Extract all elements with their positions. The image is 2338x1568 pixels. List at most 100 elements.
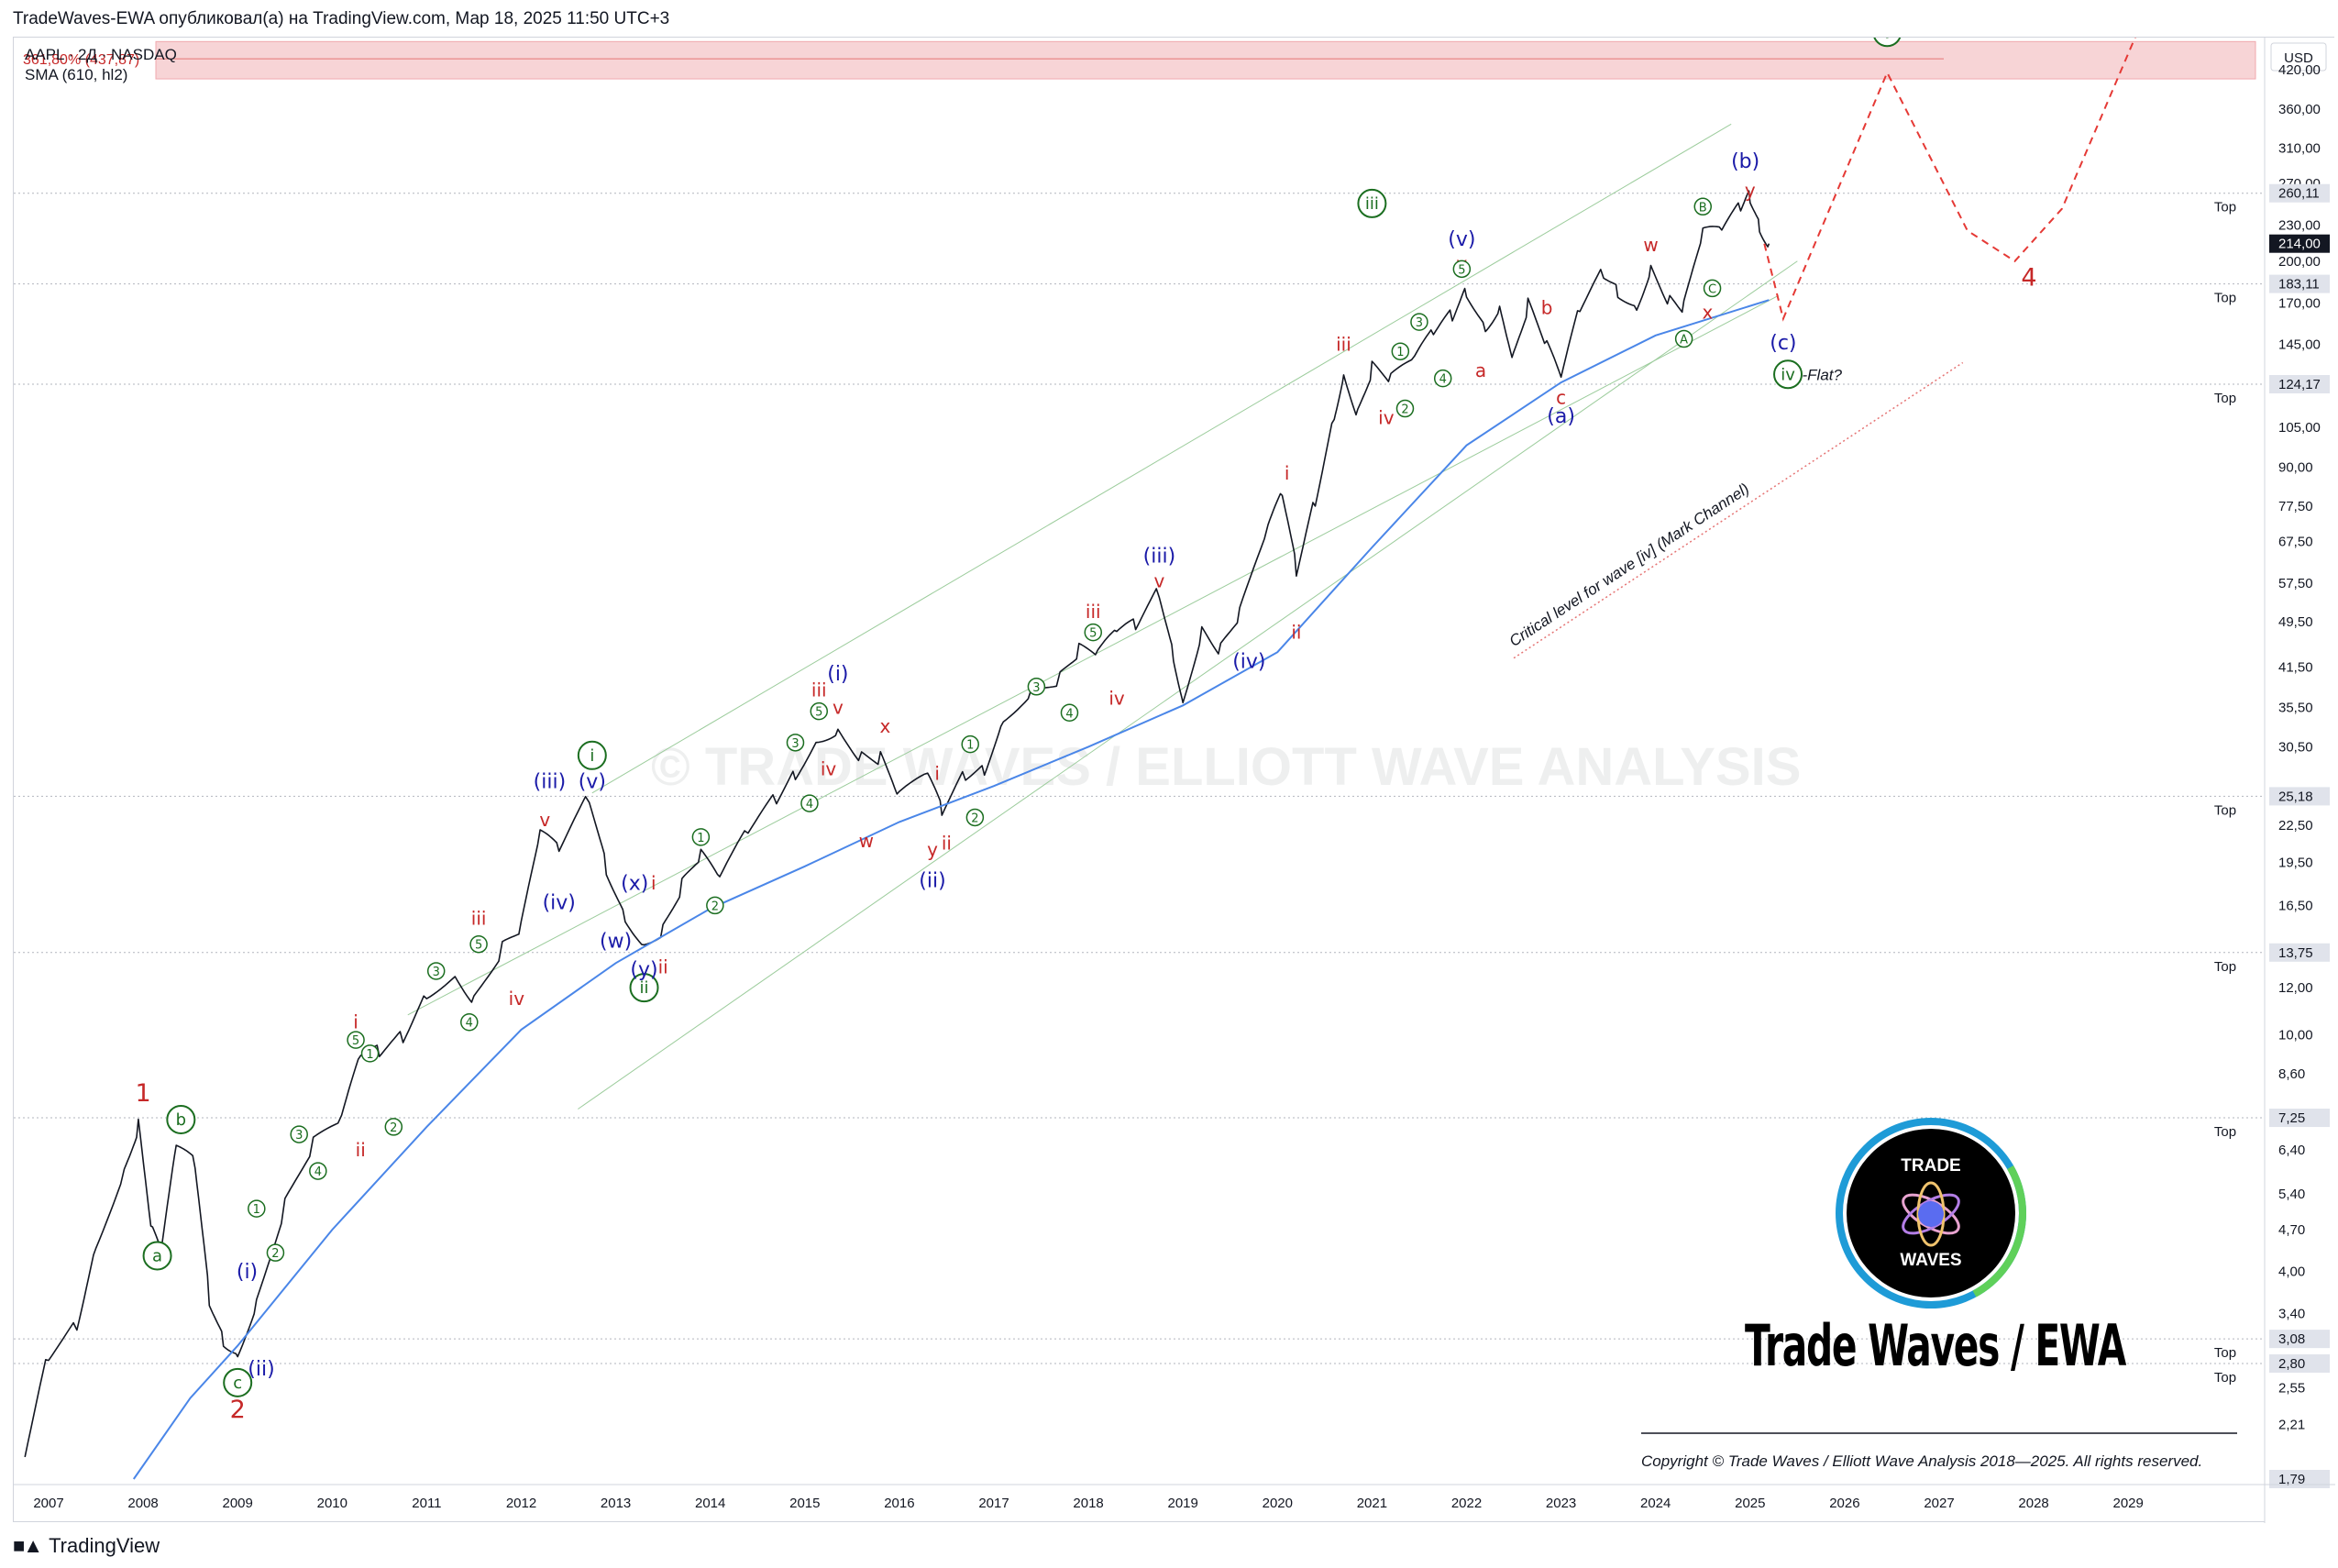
y-tick-label: 310,00	[2278, 140, 2321, 156]
wave-label: ii	[942, 833, 952, 855]
x-tick-label: 2007	[33, 1496, 63, 1511]
y-tick-label: 67,50	[2278, 535, 2313, 550]
price-tag	[2269, 1330, 2330, 1349]
channel-note: Critical level for wave [iv] (Mark Chann…	[1506, 480, 1753, 650]
wave-dot	[1027, 678, 1046, 696]
currency-label: USD	[2284, 50, 2313, 66]
y-tick-label: 57,50	[2278, 576, 2313, 591]
wave-dot	[1410, 313, 1428, 331]
currency-box[interactable]	[2270, 42, 2327, 72]
y-tick-label: 2,55	[2278, 1380, 2305, 1396]
y-tick-label: 19,50	[2278, 855, 2313, 870]
wave-label: 3	[295, 1129, 303, 1143]
wave-circle	[629, 973, 659, 1003]
wave-label: x	[880, 715, 891, 737]
price-tag	[2269, 1109, 2330, 1128]
y-tick-label: 360,00	[2278, 102, 2321, 117]
price-tag	[2269, 1353, 2330, 1373]
flat-note: -Flat?	[1803, 366, 1843, 383]
y-tick-label: 200,00	[2278, 254, 2321, 270]
wave-dot	[469, 934, 488, 954]
wave-label: 2	[1401, 403, 1408, 417]
top-level-label: Top	[2214, 1124, 2236, 1140]
wave-label: (b)	[1731, 150, 1759, 173]
price-tag-label: 124,17	[2278, 377, 2321, 392]
x-axis-ticks: 2007 2008 2009 2010 2011 2012 2013 2014 2015 2016…	[33, 1496, 2144, 1511]
wave-labels: 1234abc(i)(ii)iiiiiiivv(iii)(v)(iv)(x)(w…	[136, 38, 2037, 1424]
wave-label: (x)	[621, 873, 648, 896]
price-tag-label: 260,11	[2278, 186, 2320, 202]
x-tick-label: 2010	[317, 1496, 347, 1511]
wave-label: i	[353, 1011, 358, 1033]
symbol-legend: AAPL · 2Д · NASDAQ	[25, 46, 177, 63]
x-tick-label: 2016	[884, 1496, 914, 1511]
wave-dot	[691, 828, 711, 846]
wave-label: a	[152, 1246, 162, 1265]
wave-label: iv	[1781, 365, 1795, 384]
wave-label: b	[176, 1110, 186, 1130]
tradingview-logo-icon: ■▲	[13, 1534, 43, 1557]
wave-label: iv	[509, 988, 525, 1010]
price-tag-label: 7,25	[2278, 1110, 2305, 1126]
chart-frame[interactable]: 361,80% (437,87) AAPL · 2Д · NASDAQ SMA …	[13, 37, 2335, 1523]
y-tick-label: 90,00	[2278, 460, 2313, 476]
wave-label: w	[859, 830, 874, 852]
x-tick-label: 2017	[978, 1496, 1009, 1511]
wave-label: i	[651, 872, 656, 894]
wave-label: (iii)	[1143, 545, 1176, 568]
x-tick-label: 2022	[1451, 1496, 1482, 1511]
wave-label: 1	[1396, 346, 1404, 359]
trade-waves-logo: TRADE WAVES	[1836, 1118, 2026, 1309]
wave-label: 5	[352, 1034, 359, 1048]
x-tick-label: 2021	[1357, 1496, 1387, 1511]
wave-dot	[1452, 259, 1472, 279]
wave-label: i	[1285, 462, 1290, 484]
y-tick-label: 230,00	[2278, 217, 2321, 233]
wave-dot	[810, 701, 829, 721]
wave-label: iv	[1108, 688, 1125, 710]
wave-dot	[384, 1118, 403, 1136]
wave-label: v	[1882, 38, 1892, 42]
wave-label: x	[1702, 302, 1713, 324]
wave-label: 1	[136, 1079, 151, 1108]
y-tick-label: 30,50	[2278, 739, 2313, 755]
wave-label: 3	[433, 966, 440, 979]
wave-circle	[166, 1104, 196, 1134]
y-tick-label: 10,00	[2278, 1027, 2313, 1043]
wave-label: a	[1475, 359, 1486, 381]
wave-dot	[800, 794, 819, 812]
y-tick-label: 8,60	[2278, 1066, 2305, 1082]
wave-label: 2	[711, 900, 719, 913]
top-level-label: Top	[2214, 1345, 2236, 1361]
copyright-text: Copyright © Trade Waves / Elliott Wave A…	[1641, 1452, 2202, 1470]
y-tick-label: 4,00	[2278, 1264, 2305, 1280]
price-chart[interactable]: 361,80% (437,87) AAPL · 2Д · NASDAQ SMA …	[14, 38, 2335, 1523]
wave-dot	[961, 734, 979, 754]
wave-label: 5	[815, 706, 822, 720]
wave-label: 4	[2021, 264, 2036, 293]
x-tick-label: 2020	[1263, 1496, 1293, 1511]
y-tick-label: 3,40	[2278, 1306, 2305, 1321]
x-tick-label: 2013	[601, 1496, 631, 1511]
top-level-label: Top	[2214, 291, 2236, 306]
wave-label: ii	[640, 978, 649, 998]
y-tick-label: 77,50	[2278, 499, 2313, 514]
price-tag	[2269, 234, 2330, 253]
wave-dot	[965, 808, 985, 827]
target-zone	[155, 40, 2256, 80]
wave-label: ii	[1291, 622, 1301, 644]
wave-label: 5	[1089, 627, 1097, 641]
top-level-label: Top	[2214, 1370, 2236, 1386]
sma-line	[132, 299, 1770, 1480]
wave-label: iii	[471, 907, 487, 929]
wave-dot	[266, 1243, 285, 1262]
x-tick-label: 2029	[2113, 1496, 2144, 1511]
wave-dot	[290, 1125, 308, 1143]
tradingview-footer[interactable]: ■▲ TradingView	[13, 1533, 160, 1559]
wave-label: C	[1708, 282, 1716, 296]
wave-label: 4	[314, 1165, 322, 1179]
x-tick-label: 2024	[1640, 1496, 1671, 1511]
y-tick-label: 41,50	[2278, 660, 2313, 676]
wave-label: 2	[971, 812, 978, 825]
wave-label: 1	[366, 1048, 373, 1062]
